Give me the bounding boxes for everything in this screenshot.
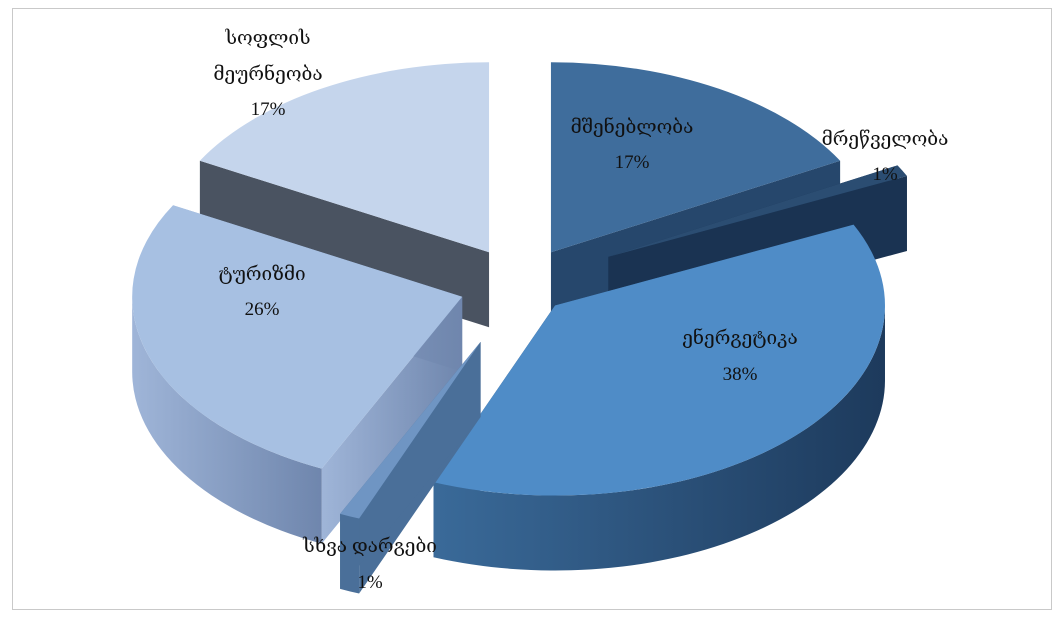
label-other: სხვა დარგები (302, 536, 437, 557)
slice-4-outer-wall-0 (132, 296, 322, 544)
label-agriculture-1: სოფლის (224, 28, 310, 49)
pie-labels: მშენებლობა 17% მრეწველობა 1% ენერგეტიკა … (213, 28, 948, 593)
label-energy: ენერგეტიკა (682, 327, 797, 349)
slice-5-top (199, 62, 490, 253)
label-agriculture-2: მეურნეობა (213, 63, 322, 85)
label-tourism: ტურიზმი (218, 264, 305, 285)
slice-0-top (550, 62, 841, 253)
slice-4 (132, 205, 463, 544)
label-other-pct: 1% (357, 572, 383, 593)
label-energy-pct: 38% (723, 364, 758, 385)
label-industry: მრეწველობა (822, 129, 949, 150)
label-industry-pct: 1% (872, 164, 898, 185)
label-construction-pct: 17% (615, 152, 650, 173)
slice-1-top (608, 165, 907, 257)
slice-3-outer-wall-0 (340, 513, 360, 594)
slice-3 (340, 341, 481, 594)
label-tourism-pct: 26% (245, 299, 280, 320)
label-agriculture-pct: 17% (251, 99, 286, 120)
pie-slices (132, 62, 907, 594)
slice-4-top (132, 205, 463, 469)
slice-2-outer-wall-0 (433, 305, 885, 571)
slice-3-wall-1 (340, 341, 481, 589)
slice-2-top (433, 224, 885, 496)
slice-2 (433, 224, 885, 571)
slice-3-top (340, 341, 481, 519)
label-construction: მშენებლობა (571, 116, 694, 138)
